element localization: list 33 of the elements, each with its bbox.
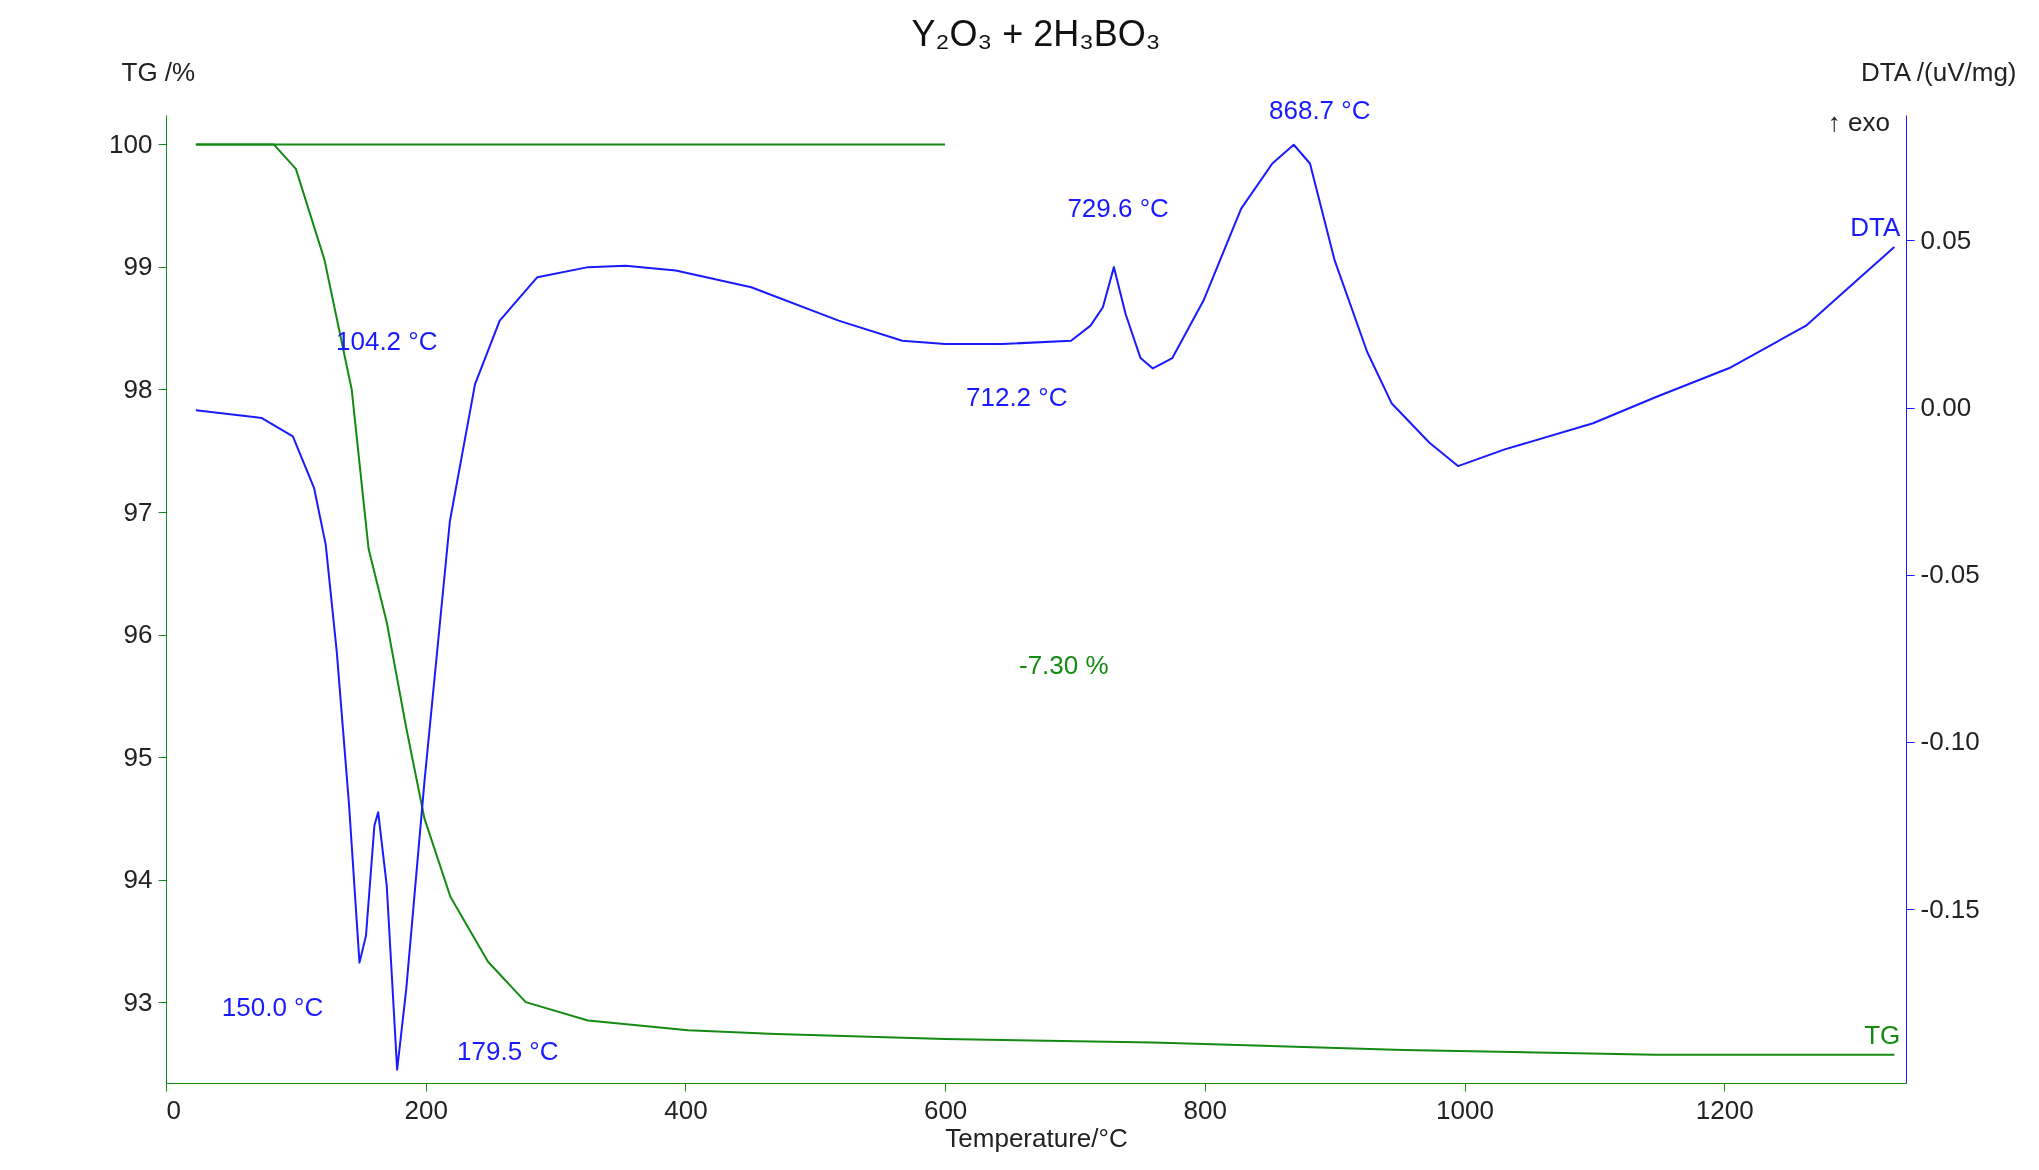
annotation: 868.7 °C <box>1269 95 1371 126</box>
y-tick-label: 97 <box>123 496 153 527</box>
x-tick-label: 800 <box>1183 1094 1227 1125</box>
y-tick-label: 98 <box>123 373 153 404</box>
annotation: 712.2 °C <box>966 382 1068 412</box>
annotation: 179.5 °C <box>457 1036 559 1067</box>
y2-tick-label: 0.05 <box>1920 224 1972 255</box>
y-tick-label: 95 <box>123 741 153 772</box>
annotation: 150.0 °C <box>221 991 324 1022</box>
y2-tick-label: -0.10 <box>1920 726 1980 757</box>
y-axis-title: TG /% <box>121 56 196 87</box>
x-tick-label: 1200 <box>1695 1094 1754 1125</box>
x-tick-label: 0 <box>166 1094 181 1125</box>
y-tick-label: 93 <box>123 986 153 1017</box>
x-tick-label: 600 <box>923 1094 968 1125</box>
x-tick-label: 1000 <box>1436 1094 1494 1125</box>
y2-tick-label: -0.05 <box>1920 559 1980 590</box>
y-tick-label: 94 <box>123 864 153 895</box>
y-tick-label: 96 <box>123 619 153 650</box>
y2-axis-title: DTA /(uV/mg) <box>1860 56 2017 87</box>
x-tick-label: 400 <box>664 1094 708 1125</box>
series-label: TG <box>1864 1019 1901 1050</box>
y2-tick-label: 0.00 <box>1920 392 1972 423</box>
legend-label: DTA <box>1850 212 1901 243</box>
y-tick-label: 99 <box>123 251 153 282</box>
chart-title: Y₂O₃ + 2H₃BO₃ <box>911 13 1161 54</box>
x-tick-label: 200 <box>404 1094 448 1125</box>
annotation: -7.30 % <box>1019 650 1109 680</box>
x-axis-title: Temperature/°C <box>945 1122 1128 1153</box>
annotation: ↑ exo <box>1827 107 1890 137</box>
y2-tick-label: -0.15 <box>1920 893 1980 924</box>
annotation: 729.6 °C <box>1067 192 1169 223</box>
y-tick-label: 100 <box>109 128 153 159</box>
